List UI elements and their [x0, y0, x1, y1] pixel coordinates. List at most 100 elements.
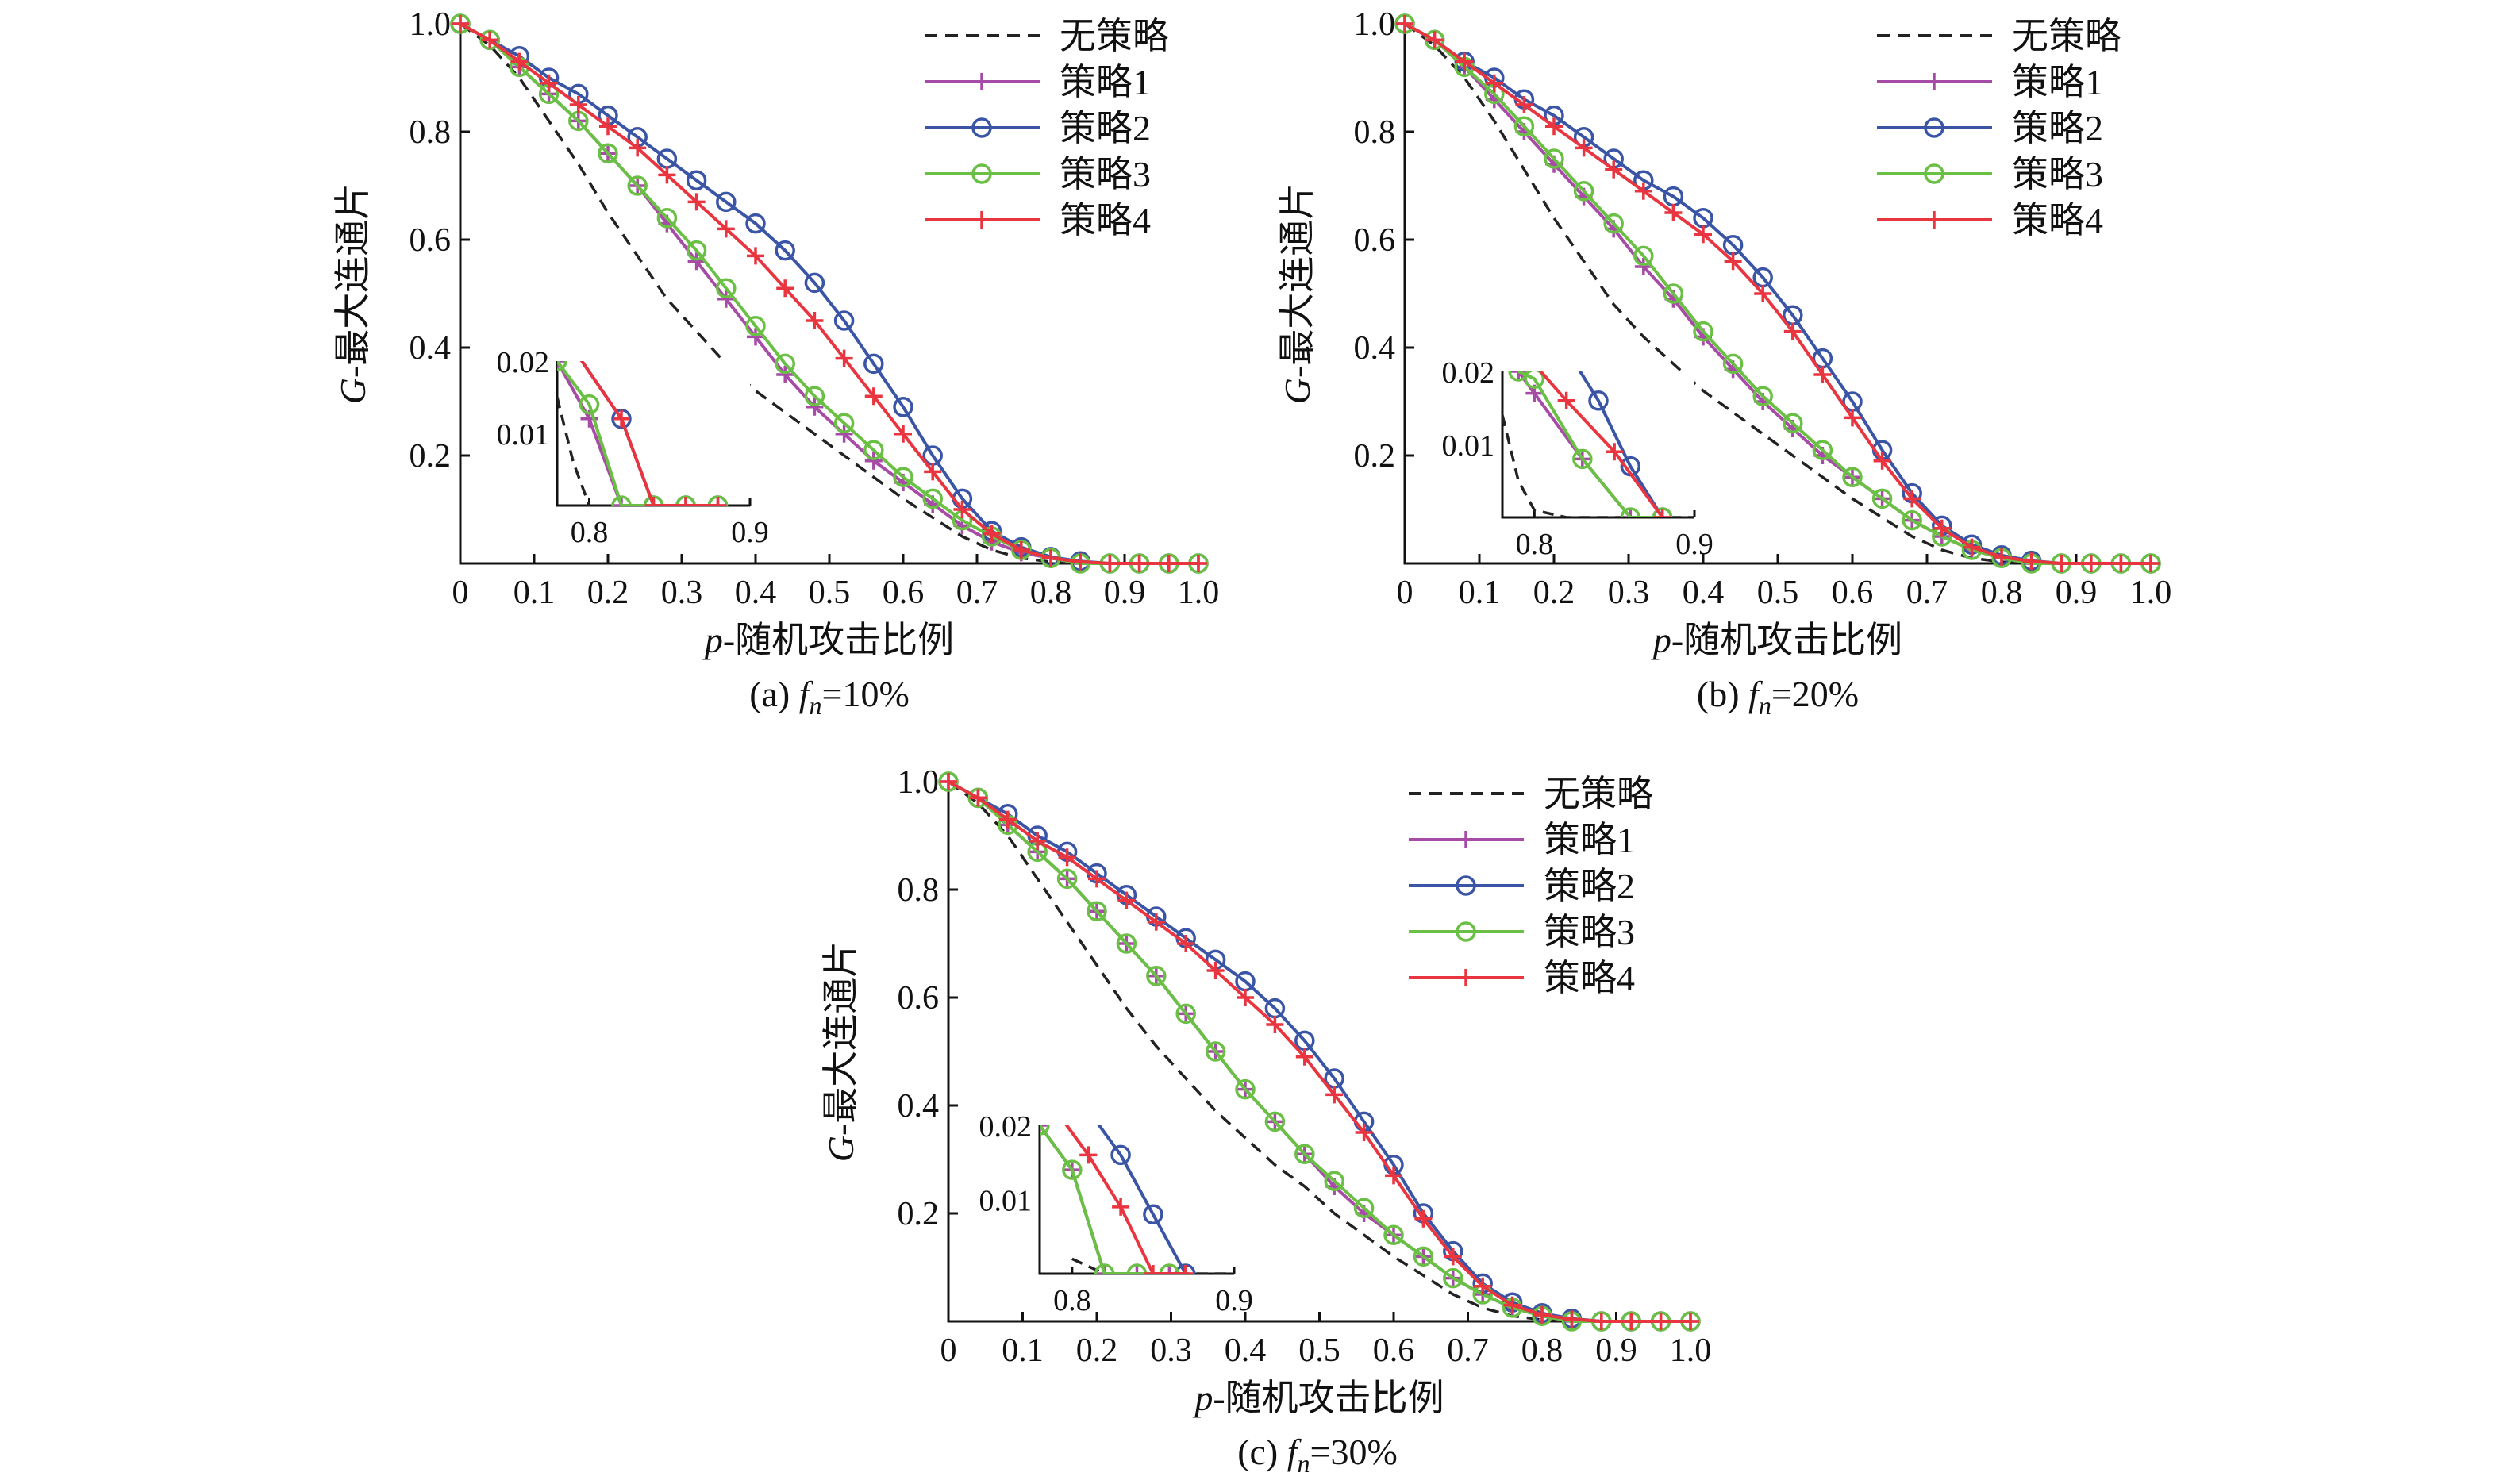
inset-y-tick-label: 0.02: [497, 346, 550, 379]
legend-marker: [1924, 163, 1944, 184]
legend-label: 策略2: [1060, 108, 1151, 148]
data-point: [1474, 1277, 1492, 1295]
inset-data-point: [1510, 371, 1528, 380]
caption-value: =10%: [822, 674, 910, 714]
inset-data-point: [1128, 1265, 1146, 1274]
x-tick-label: 0.2: [1533, 575, 1575, 611]
data-point: [1503, 1296, 1521, 1314]
inset-data-point: [1572, 448, 1593, 470]
data-point: [658, 166, 676, 184]
inset-series-line: [1517, 371, 1663, 517]
inset-y-tick-label: 0.01: [1442, 429, 1495, 463]
data-point: [833, 310, 855, 331]
caption-prefix: (a): [749, 674, 799, 714]
inset-data-point: [709, 497, 727, 506]
data-point: [1724, 252, 1742, 271]
data-point: [1871, 488, 1893, 509]
y-axis-text: -最大连通片: [1277, 183, 1317, 378]
inset-data-point: [1176, 1265, 1194, 1274]
caption-subscript: n: [1759, 691, 1771, 720]
data-point: [1190, 555, 1207, 572]
legend-marker: [971, 117, 992, 138]
inset-data-point: [1143, 1204, 1163, 1224]
data-point: [1117, 891, 1136, 909]
data-point: [894, 425, 912, 443]
caption-prefix: (c): [1237, 1432, 1287, 1472]
x-tick-label: 0.8: [1981, 575, 2023, 611]
x-tick-label: 0.3: [661, 575, 703, 611]
data-point: [1513, 116, 1535, 136]
data-point: [747, 247, 764, 265]
inset-series-line: [1538, 371, 1664, 517]
data-point: [983, 525, 1001, 543]
data-point: [1664, 204, 1683, 221]
data-point: [1087, 901, 1107, 921]
x-tick-label: 0.4: [1225, 1332, 1267, 1369]
data-point: [1634, 258, 1652, 275]
data-point: [1206, 962, 1225, 979]
inset-data-point: [1079, 1146, 1098, 1164]
inset-series-4: [579, 361, 727, 506]
x-tick-label: 0.7: [956, 575, 998, 611]
series-4: [452, 15, 1207, 572]
legend-marker: [1925, 211, 1943, 229]
inset-series-line: [579, 361, 718, 506]
x-tick-label: 0.1: [513, 575, 556, 611]
y-tick-label: 1.0: [1354, 6, 1396, 43]
data-point: [806, 312, 824, 329]
data-point: [569, 96, 587, 113]
x-tick-label: 0.1: [1002, 1332, 1044, 1369]
data-point: [1295, 1048, 1313, 1066]
data-point: [1042, 549, 1060, 567]
inset-series-line: [1502, 414, 1694, 517]
legend-marker: [1924, 117, 1944, 138]
y-tick-label: 0.4: [898, 1088, 940, 1125]
inset-data-point: [579, 394, 600, 415]
inset-y-tick-label: 0.02: [1442, 356, 1495, 390]
inset-series-0: [1502, 414, 1694, 517]
data-point: [1545, 117, 1563, 136]
data-point: [1603, 213, 1624, 234]
data-point: [1634, 182, 1652, 200]
x-tick-label: 0.6: [883, 575, 925, 611]
x-tick-label: 0.8: [1521, 1332, 1563, 1369]
data-point: [1783, 322, 1802, 340]
x-axis-label: p-随机攻击比例: [1192, 1378, 1444, 1418]
data-point: [627, 175, 648, 196]
x-axis-variable: p: [702, 620, 723, 660]
x-tick-label: 0.7: [1447, 1332, 1489, 1369]
inset-data-point: [1144, 1265, 1162, 1274]
inset-series-line: [557, 397, 591, 506]
inset-series-line: [1578, 371, 1664, 517]
data-point: [745, 316, 766, 336]
inset-data-point: [1620, 507, 1641, 517]
y-axis-variable: G: [333, 378, 373, 404]
legend-label: 策略1: [1060, 62, 1151, 102]
data-point: [1385, 1167, 1402, 1185]
data-point: [1813, 366, 1832, 383]
inset-data-point: [1557, 391, 1575, 409]
x-tick-label: 0.5: [809, 575, 851, 611]
data-point: [2142, 555, 2160, 572]
data-point: [1383, 1224, 1404, 1245]
data-point: [1294, 1144, 1315, 1164]
y-tick-label: 1.0: [898, 764, 940, 801]
legend-marker: [1457, 969, 1475, 986]
inset-x-tick-label: 0.9: [1215, 1284, 1253, 1317]
data-point: [1722, 353, 1744, 375]
y-tick-label: 0.2: [898, 1196, 940, 1232]
data-point: [2052, 555, 2071, 572]
data-point: [1205, 1041, 1226, 1062]
data-point: [1443, 1267, 1463, 1289]
inset-y-tick-label: 0.02: [979, 1110, 1033, 1144]
data-point: [1444, 1248, 1462, 1266]
series-line: [947, 780, 1690, 1323]
legend-label: 策略4: [2012, 200, 2103, 240]
x-tick-label: 1.0: [2130, 575, 2172, 611]
data-point: [1012, 541, 1030, 559]
y-tick-label: 0.6: [1354, 222, 1396, 259]
caption-subscript: n: [810, 691, 822, 720]
data-point: [1694, 225, 1712, 244]
